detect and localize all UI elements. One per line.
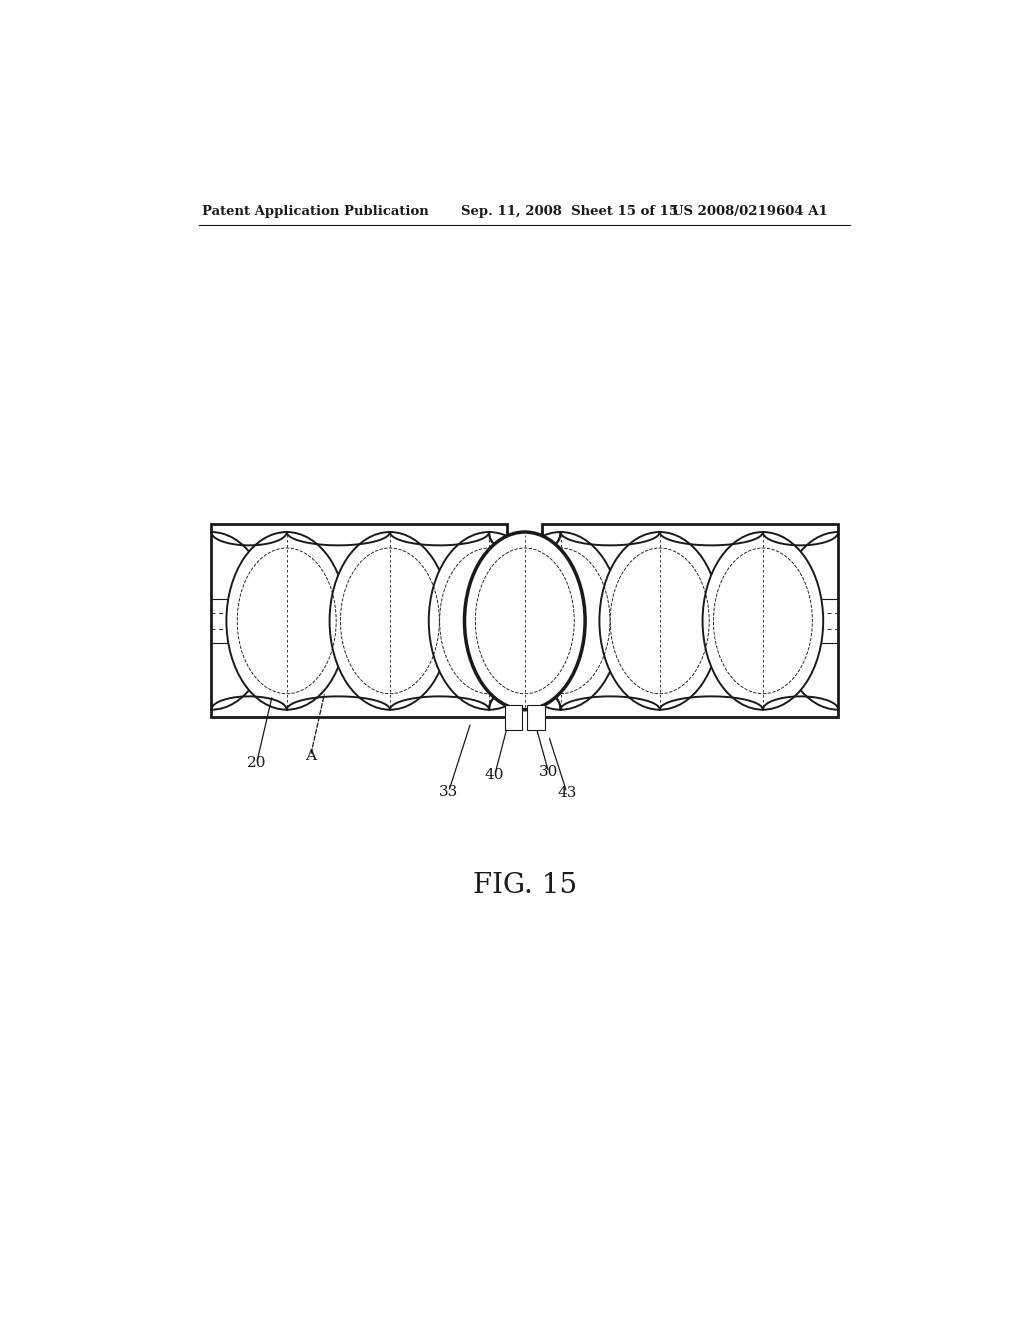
- Text: 30: 30: [539, 766, 558, 779]
- Ellipse shape: [226, 532, 347, 710]
- Text: A: A: [305, 748, 316, 763]
- Text: 33: 33: [439, 784, 458, 799]
- Text: 40: 40: [485, 768, 505, 783]
- Bar: [527, 705, 545, 730]
- Text: FIG. 15: FIG. 15: [473, 871, 577, 899]
- Text: Patent Application Publication: Patent Application Publication: [202, 205, 429, 218]
- Ellipse shape: [599, 532, 720, 710]
- Text: Sep. 11, 2008  Sheet 15 of 15: Sep. 11, 2008 Sheet 15 of 15: [461, 205, 679, 218]
- Ellipse shape: [465, 532, 585, 710]
- Bar: [543, 524, 839, 718]
- Ellipse shape: [702, 532, 823, 710]
- Text: US 2008/0219604 A1: US 2008/0219604 A1: [672, 205, 827, 218]
- Bar: [211, 524, 507, 718]
- Ellipse shape: [429, 532, 550, 710]
- Text: 20: 20: [247, 756, 266, 770]
- Text: 43: 43: [557, 785, 577, 800]
- Bar: [505, 705, 522, 730]
- Ellipse shape: [500, 532, 621, 710]
- Ellipse shape: [330, 532, 451, 710]
